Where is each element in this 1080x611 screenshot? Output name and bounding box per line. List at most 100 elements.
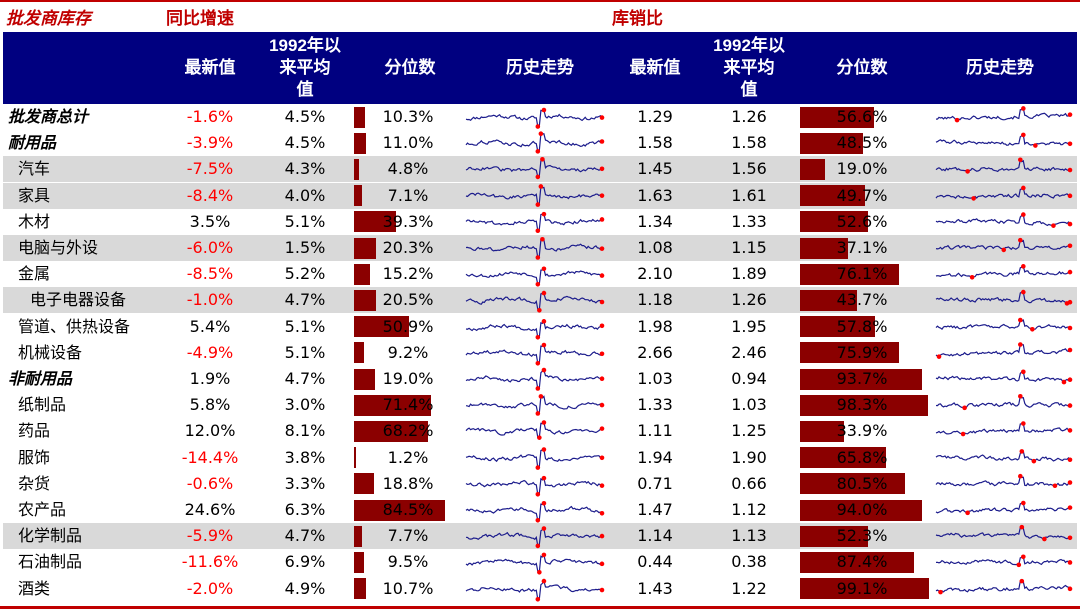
ratio-trend-sparkline: [935, 106, 1073, 123]
yoy-trend-sparkline: [465, 211, 605, 233]
ratio-trend-sparkline: [935, 473, 1073, 488]
trend-max-marker: [1018, 237, 1023, 243]
trend-line: [465, 395, 603, 415]
yoy-percentile-bar: [354, 420, 428, 442]
yoy-percentile-value: 11.0%: [382, 133, 434, 153]
ratio-average-value: 0.66: [731, 473, 767, 493]
yoy-percentile-bar: [354, 106, 366, 128]
ratio-trend-sparkline: [935, 185, 1073, 201]
trend-max-marker: [541, 500, 547, 506]
trend-last-marker: [1067, 193, 1073, 198]
yoy-latest-value: -5.9%: [186, 526, 234, 546]
trend-last-marker: [1067, 428, 1073, 434]
row-label: 机械设备: [18, 342, 83, 362]
yoy-latest-value: 5.4%: [189, 316, 231, 336]
trend-min-marker: [535, 255, 541, 260]
trend-min-marker: [535, 596, 541, 602]
row-label: 家具: [18, 185, 51, 205]
hdr-ratio-percentile: 分位数: [836, 58, 888, 78]
yoy-average-value: 4.5%: [284, 133, 326, 153]
row-label: 金属: [18, 264, 51, 284]
trend-min-marker: [1051, 223, 1056, 228]
trend-line: [935, 556, 1071, 567]
ratio-latest-value: 1.58: [637, 133, 673, 153]
trend-min-marker: [938, 589, 943, 595]
trend-min-marker: [1030, 326, 1035, 332]
yoy-latest-value: -7.5%: [186, 159, 234, 179]
row-label: 电子电器设备: [30, 290, 127, 310]
yoy-percentile-bar: [354, 551, 365, 573]
yoy-trend-sparkline: [465, 367, 605, 391]
row-label: 农产品: [18, 500, 67, 519]
trend-line: [935, 371, 1071, 383]
ratio-average-value: 1.95: [731, 316, 767, 336]
trend-line: [935, 423, 1071, 436]
ratio-trend-sparkline: [935, 578, 1073, 595]
ratio-average-value: 1.22: [731, 578, 767, 598]
ratio-percentile-bar: [800, 158, 825, 180]
trend-line: [935, 502, 1071, 514]
yoy-percentile-bar: [354, 394, 432, 416]
row-label: 木材: [18, 211, 51, 231]
ratio-percentile-value: 48.5%: [836, 133, 888, 153]
yoy-percentile-bar: [354, 263, 371, 285]
trend-last-marker: [1067, 300, 1073, 305]
ratio-trend-sparkline: [935, 317, 1073, 332]
ratio-trend-sparkline: [935, 525, 1073, 542]
trend-min-marker: [954, 117, 960, 123]
yoy-percentile-bar: [354, 158, 360, 180]
yoy-percentile-bar: [354, 342, 364, 364]
trend-min-marker: [1042, 536, 1047, 542]
trend-line: [935, 158, 1071, 173]
ratio-percentile-bar: [800, 551, 914, 573]
yoy-percentile-value: 71.4%: [382, 395, 434, 415]
trend-min-marker: [1052, 483, 1058, 488]
trend-last-marker: [1067, 347, 1073, 353]
ratio-trend-sparkline: [935, 421, 1073, 437]
trend-last-marker: [599, 115, 605, 120]
trend-line: [465, 184, 603, 206]
ratio-percentile-value: 75.9%: [836, 342, 888, 362]
trend-min-marker: [960, 432, 966, 437]
yoy-average-value: 6.3%: [284, 500, 326, 519]
trend-max-marker: [541, 578, 547, 583]
yoy-average-value: 4.7%: [284, 290, 326, 310]
yoy-trend-sparkline: [465, 318, 605, 340]
trend-max-marker: [538, 394, 544, 399]
yoy-latest-value: 3.5%: [189, 211, 231, 231]
trend-min-marker: [537, 308, 542, 313]
ratio-trend-sparkline: [935, 237, 1073, 253]
row-label: 服饰: [18, 447, 51, 467]
trend-last-marker: [599, 483, 605, 488]
trend-last-marker: [599, 300, 605, 305]
trend-line: [465, 343, 603, 364]
trend-line: [935, 526, 1070, 540]
yoy-average-value: 4.7%: [284, 369, 326, 388]
trend-line: [935, 343, 1071, 358]
yoy-trend-sparkline: [465, 420, 605, 441]
yoy-average-value: 4.9%: [284, 578, 326, 598]
ratio-percentile-bar: [800, 316, 876, 338]
yoy-latest-value: -8.5%: [186, 264, 234, 284]
trend-max-marker: [541, 526, 547, 532]
row-label: 化学制品: [18, 526, 83, 546]
ratio-average-value: 1.25: [731, 421, 767, 441]
trend-line: [465, 109, 603, 128]
row-label: 药品: [18, 421, 51, 441]
row-label: 石油制品: [18, 552, 83, 572]
trend-last-marker: [599, 273, 605, 279]
yoy-percentile-value: 68.2%: [382, 421, 434, 441]
ratio-average-value: 0.38: [731, 552, 767, 572]
trend-max-marker: [1021, 290, 1026, 295]
trend-line: [935, 474, 1071, 487]
trend-max-marker: [541, 318, 547, 324]
ratio-trend-sparkline: [935, 264, 1073, 280]
trend-last-marker: [1067, 168, 1073, 173]
ratio-latest-value: 1.34: [637, 211, 673, 231]
trend-max-marker: [541, 107, 547, 113]
row-label: 酒类: [18, 578, 51, 598]
trend-line: [465, 502, 603, 521]
trend-max-marker: [1021, 369, 1026, 375]
trend-min-marker: [1033, 143, 1038, 149]
ratio-percentile-bar: [800, 394, 928, 416]
